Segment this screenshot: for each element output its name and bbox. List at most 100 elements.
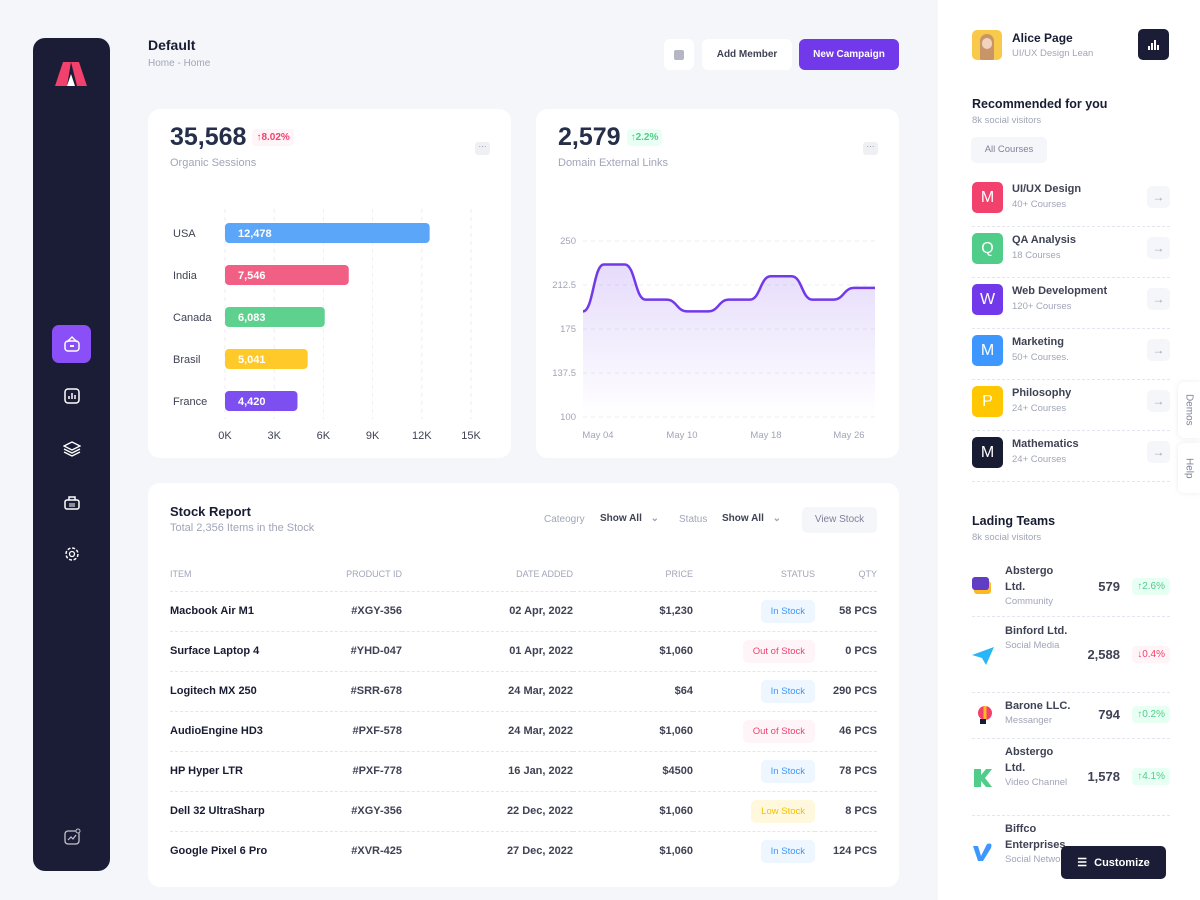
product-id: #SRR-678 [320, 671, 402, 712]
course-name: UI/UX Design [1012, 183, 1082, 195]
course-item[interactable]: M UI/UX Design 40+ Courses → [972, 176, 1170, 227]
avatar[interactable] [972, 30, 1002, 60]
add-member-button[interactable]: Add Member [702, 39, 792, 70]
table-row[interactable]: Logitech MX 250 #SRR-678 24 Mar, 2022 $64 In… [170, 671, 877, 712]
arrow-right-icon[interactable]: → [1147, 339, 1170, 361]
team-change-badge: ↑0.2% [1132, 706, 1170, 723]
logo[interactable] [55, 62, 87, 86]
team-type: Video Channel [1005, 777, 1068, 788]
bar[interactable] [225, 307, 325, 327]
demos-tab[interactable]: Demos [1178, 382, 1200, 438]
table-row[interactable]: Surface Laptop 4 #YHD-047 01 Apr, 2022 $1,0… [170, 631, 877, 672]
more-menu-button[interactable]: ··· [863, 142, 878, 155]
arrow-right-icon[interactable]: → [1147, 186, 1170, 208]
basket-icon [63, 496, 80, 510]
course-name: QA Analysis [1012, 234, 1076, 246]
date-added: 16 Jan, 2022 [402, 751, 573, 792]
customize-button[interactable]: ☰ Customize [1061, 846, 1166, 879]
course-icon: M [972, 182, 1003, 213]
right-panel: Alice Page UI/UX Design Lean Recommended… [938, 0, 1200, 900]
new-campaign-button[interactable]: New Campaign [799, 39, 899, 70]
team-name: Abstergo Ltd. Video Channel [1005, 744, 1075, 790]
status-badge: In Stock [760, 759, 815, 783]
view-stock-button[interactable]: View Stock [802, 507, 877, 533]
profile-name[interactable]: Alice Page [1012, 31, 1073, 45]
nav-layers[interactable] [52, 430, 91, 468]
arrow-right-icon[interactable]: → [1147, 288, 1170, 310]
status-cell: Out of Stock [693, 711, 815, 752]
sliders-icon: ☰ [1077, 857, 1088, 869]
nav-shop[interactable] [52, 483, 91, 521]
product-id: #XGY-356 [320, 591, 402, 632]
profile-role: UI/UX Design Lean [1012, 48, 1094, 59]
y-tick-label: 212.5 [552, 280, 576, 291]
x-tick-label: 0K [218, 430, 232, 442]
course-name: Philosophy [1012, 387, 1072, 399]
y-tick-label: 100 [560, 412, 576, 423]
course-item[interactable]: P Philosophy 24+ Courses → [972, 380, 1170, 431]
team-item[interactable]: Binford Ltd. Social Media 2,588 ↓0.4% [972, 620, 1170, 693]
course-name: Mathematics [1012, 438, 1079, 450]
breadcrumb-item[interactable]: Home [148, 58, 175, 69]
bar[interactable] [225, 265, 349, 285]
chevron-down-icon: ⌄ [772, 513, 782, 524]
status-select[interactable]: Show All ⌄ [722, 513, 782, 524]
team-change-badge: ↑4.1% [1132, 767, 1170, 785]
teams-title: Lading Teams [972, 514, 1056, 528]
course-item[interactable]: M Marketing 50+ Courses. → [972, 329, 1170, 380]
nav-analytics[interactable] [52, 377, 91, 415]
status-badge: Low Stock [751, 799, 815, 823]
team-item[interactable]: Abstergo Ltd. Video Channel 1,578 ↑4.1% [972, 741, 1170, 816]
course-item[interactable]: M Mathematics 24+ Courses → [972, 431, 1170, 482]
table-row[interactable]: Dell 32 UltraSharp #XGY-356 22 Dec, 2022 $1… [170, 791, 877, 832]
x-tick-label: May 04 [582, 430, 613, 441]
table-row[interactable]: Google Pixel 6 Pro #XVR-425 27 Dec, 2022 $1… [170, 831, 877, 871]
arrow-right-icon[interactable]: → [1147, 390, 1170, 412]
gear-icon [64, 547, 79, 561]
bar[interactable] [225, 391, 298, 411]
nav-settings[interactable] [52, 535, 91, 573]
course-item[interactable]: Q QA Analysis 18 Courses → [972, 227, 1170, 278]
external-links-card: 2,579 ↑2.2% Domain External Links ··· 25… [536, 109, 899, 458]
team-item[interactable]: Biffco Enterprises Social Network [972, 818, 1170, 888]
recommended-subtitle: 8k social visitors [972, 115, 1042, 126]
nav-reports[interactable] [52, 818, 91, 856]
status-badge: In Stock [760, 839, 815, 863]
date-added: 01 Apr, 2022 [402, 631, 573, 672]
team-item[interactable]: Barone LLC. Messanger 794 ↑0.2% [972, 695, 1170, 739]
category-label: France [173, 396, 207, 408]
team-name: Binford Ltd. Social Media [1005, 623, 1075, 653]
layers-icon [62, 441, 81, 457]
nav-home[interactable] [52, 325, 91, 363]
table-row[interactable]: AudioEngine HD3 #PXF-578 24 Mar, 2022 $1,06… [170, 711, 877, 752]
team-type: Messanger [1005, 715, 1052, 726]
status-badge: Out of Stock [742, 639, 815, 663]
item-name: Logitech MX 250 [170, 671, 320, 712]
quantity: 58 PCS [815, 591, 877, 632]
x-tick-label: 15K [461, 430, 481, 442]
category-select[interactable]: Show All ⌄ [600, 513, 660, 524]
date-added: 24 Mar, 2022 [402, 671, 573, 712]
table-row[interactable]: HP Hyper LTR #PXF-778 16 Jan, 2022 $4500 In … [170, 751, 877, 792]
arrow-right-icon[interactable]: → [1147, 237, 1170, 259]
status-badge: In Stock [760, 679, 815, 703]
price: $1,230 [573, 591, 693, 632]
series-line[interactable] [582, 263, 875, 313]
bar[interactable] [225, 349, 308, 369]
sessions-change-badge: ↑8.02% [252, 129, 294, 146]
status-badge: Out of Stock [742, 719, 815, 743]
messages-button[interactable] [664, 39, 694, 70]
more-menu-button[interactable]: ··· [475, 142, 490, 155]
team-item[interactable]: Abstergo Ltd. Community 579 ↑2.6% [972, 560, 1170, 617]
stats-button[interactable] [1138, 29, 1169, 60]
course-count: 120+ Courses [1012, 301, 1072, 312]
table-row[interactable]: Macbook Air M1 #XGY-356 02 Apr, 2022 $1,230… [170, 591, 877, 632]
all-courses-button[interactable]: All Courses [971, 137, 1047, 163]
help-tab[interactable]: Help [1178, 443, 1200, 493]
arrow-right-icon[interactable]: → [1147, 441, 1170, 463]
course-item[interactable]: W Web Development 120+ Courses → [972, 278, 1170, 329]
team-name: Biffco Enterprises Social Network [1005, 821, 1075, 867]
bar[interactable] [225, 223, 430, 243]
column-header: DATE ADDED [402, 557, 573, 592]
date-added: 24 Mar, 2022 [402, 711, 573, 752]
